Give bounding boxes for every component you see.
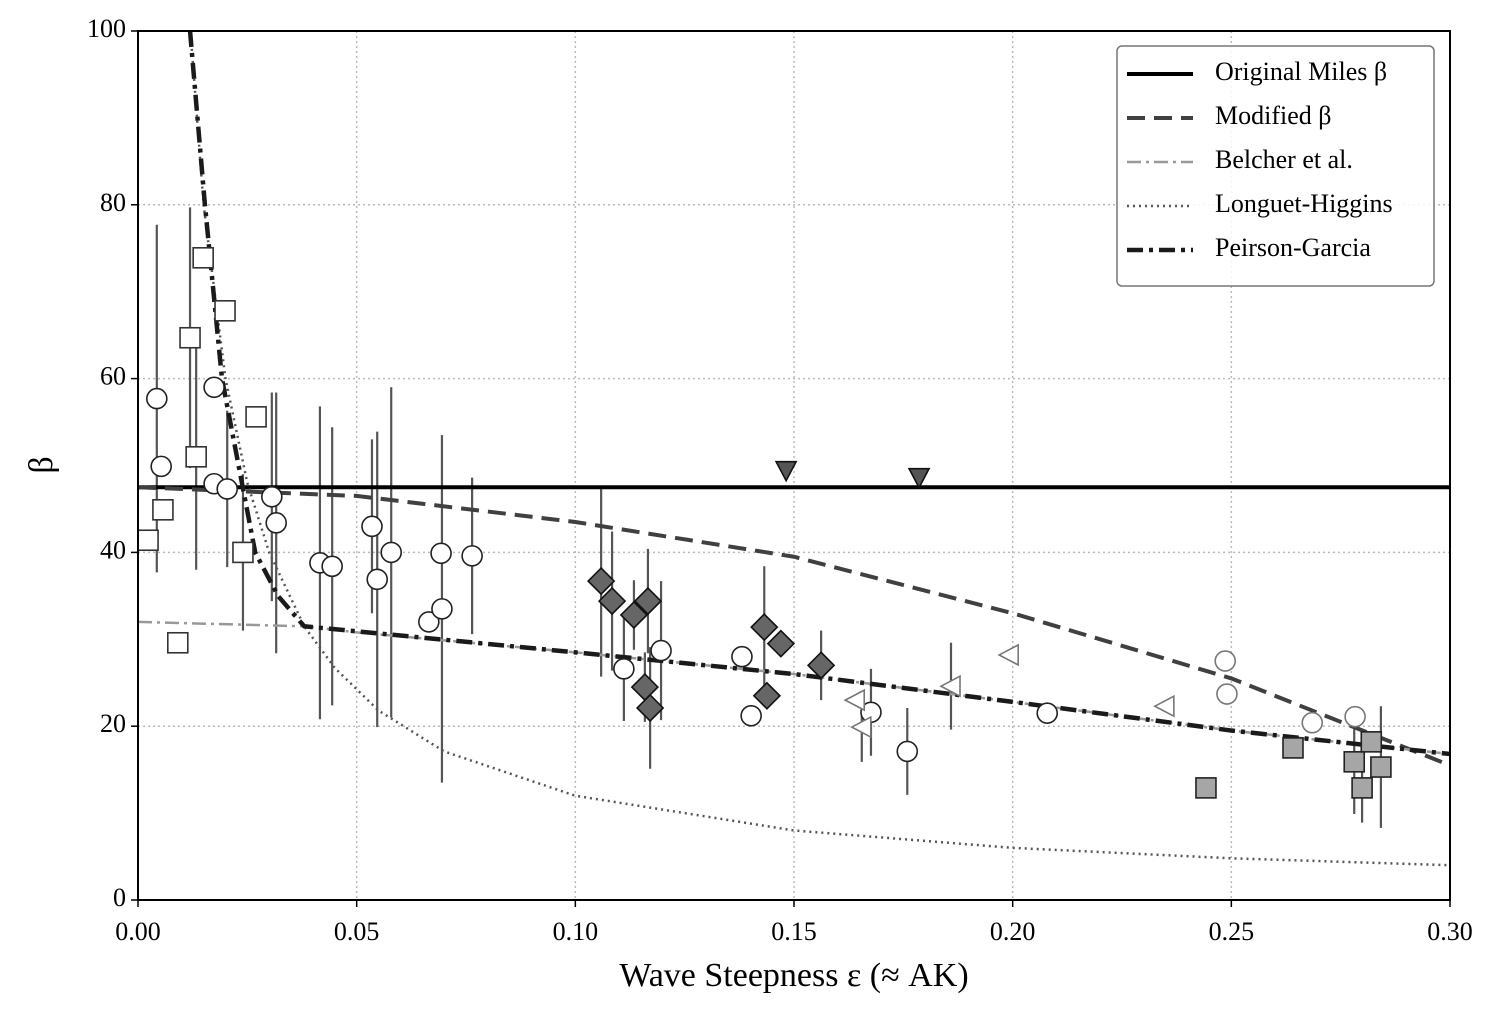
legend-label: Modified β xyxy=(1215,101,1332,130)
marker xyxy=(1370,756,1392,778)
marker xyxy=(896,740,919,763)
marker xyxy=(146,387,168,410)
marker xyxy=(418,611,440,633)
marker xyxy=(216,478,239,500)
marker xyxy=(597,586,627,616)
marker xyxy=(1360,731,1383,753)
marker xyxy=(1344,705,1366,728)
marker xyxy=(1343,751,1366,773)
marker xyxy=(166,631,189,654)
y-tick-label: 60 xyxy=(100,362,126,391)
marker xyxy=(843,688,866,712)
marker xyxy=(613,658,635,680)
x-tick-label: 0.15 xyxy=(771,917,817,946)
marker xyxy=(150,455,172,478)
marker xyxy=(740,704,762,727)
y-axis-label: β xyxy=(23,456,60,473)
marker xyxy=(265,512,287,534)
plot-frame xyxy=(137,30,1451,901)
marker xyxy=(1351,777,1373,799)
marker xyxy=(203,376,225,399)
marker xyxy=(366,568,389,591)
y-tick-label: 80 xyxy=(100,188,126,217)
marker xyxy=(245,406,267,428)
marker xyxy=(214,300,236,322)
marker xyxy=(633,586,663,616)
marker xyxy=(232,541,254,564)
series-line xyxy=(138,485,1450,768)
marker xyxy=(1216,683,1238,705)
marker xyxy=(850,715,872,739)
marker xyxy=(619,600,649,630)
marker xyxy=(179,326,201,349)
y-tick-label: 0 xyxy=(113,883,126,912)
marker xyxy=(430,542,452,565)
markers xyxy=(137,247,1392,799)
marker xyxy=(997,643,1019,667)
y-tick-label: 20 xyxy=(100,709,126,738)
marker xyxy=(766,629,796,658)
error-bars xyxy=(155,207,1383,828)
marker xyxy=(806,651,836,680)
legend-label: Peirson-Garcia xyxy=(1215,233,1371,262)
marker xyxy=(1153,694,1175,718)
marker xyxy=(774,460,798,483)
marker xyxy=(907,467,931,490)
marker xyxy=(461,545,483,567)
marker xyxy=(361,515,383,538)
y-tick-label: 40 xyxy=(100,535,126,564)
marker xyxy=(321,555,343,578)
marker xyxy=(192,247,214,269)
series-line xyxy=(189,31,1450,867)
x-tick-label: 0.10 xyxy=(553,917,599,946)
y-tick-label: 100 xyxy=(87,14,126,43)
marker xyxy=(630,672,660,702)
marker xyxy=(1214,650,1237,672)
marker xyxy=(1195,777,1217,799)
marker xyxy=(731,645,753,668)
legend-label: Longuet-Higgins xyxy=(1215,189,1393,218)
marker xyxy=(635,693,665,723)
legend-box xyxy=(1116,45,1435,287)
x-tick-label: 0.00 xyxy=(115,917,161,946)
marker xyxy=(431,598,453,620)
marker xyxy=(939,674,961,698)
marker xyxy=(752,681,782,710)
marker xyxy=(1282,737,1304,759)
x-axis-label: Wave Steepness ε (≈ AK) xyxy=(619,957,968,994)
marker xyxy=(587,566,616,596)
x-tick-label: 0.20 xyxy=(990,917,1036,946)
marker xyxy=(750,613,779,642)
marker xyxy=(152,499,174,521)
marker xyxy=(1301,711,1324,734)
x-tick-label: 0.30 xyxy=(1427,917,1473,946)
marker xyxy=(137,529,159,552)
marker xyxy=(1036,702,1059,724)
marker xyxy=(261,485,283,508)
marker xyxy=(185,446,207,468)
marker xyxy=(650,639,672,662)
x-tick-label: 0.05 xyxy=(334,917,380,946)
x-tick-label: 0.25 xyxy=(1209,917,1255,946)
marker xyxy=(380,541,403,564)
legend-label: Belcher et al. xyxy=(1215,145,1353,174)
legend-label: Original Miles β xyxy=(1215,57,1387,86)
